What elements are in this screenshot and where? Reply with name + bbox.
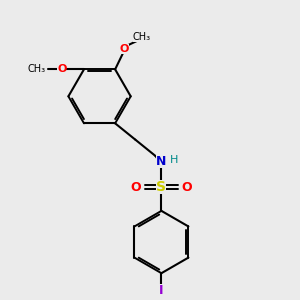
Text: CH₃: CH₃ [133, 32, 151, 42]
Text: CH₃: CH₃ [27, 64, 46, 74]
Text: N: N [156, 155, 167, 168]
Text: I: I [159, 284, 164, 297]
Text: O: O [57, 64, 66, 74]
Text: O: O [119, 44, 129, 54]
Text: S: S [156, 180, 167, 194]
Text: H: H [170, 154, 178, 164]
Text: O: O [130, 181, 141, 194]
Text: O: O [182, 181, 192, 194]
